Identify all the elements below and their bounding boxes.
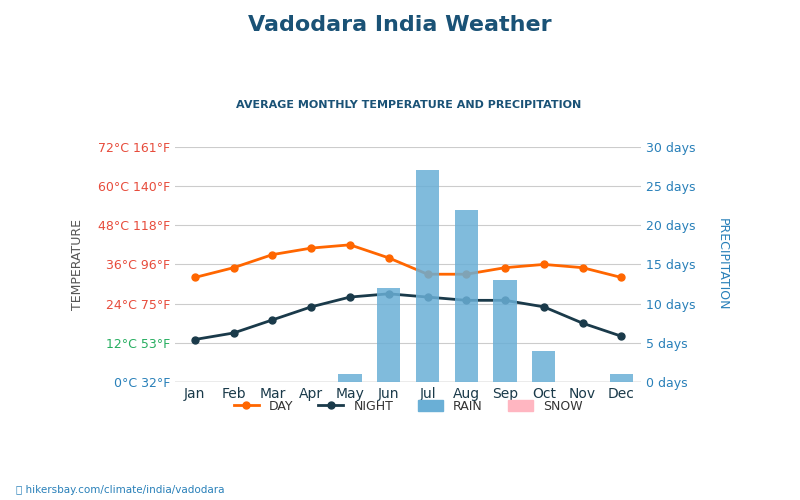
Legend: DAY, NIGHT, RAIN, SNOW: DAY, NIGHT, RAIN, SNOW [229,395,587,418]
Title: AVERAGE MONTHLY TEMPERATURE AND PRECIPITATION: AVERAGE MONTHLY TEMPERATURE AND PRECIPIT… [235,100,581,110]
Y-axis label: TEMPERATURE: TEMPERATURE [71,219,84,310]
Bar [454,210,478,382]
Text: Vadodara India Weather: Vadodara India Weather [248,15,552,35]
Bar [377,288,400,382]
Text: 🌐 hikersbay.com/climate/india/vadodara: 🌐 hikersbay.com/climate/india/vadodara [16,485,225,495]
Bar [494,280,517,382]
Y-axis label: PRECIPITATION: PRECIPITATION [716,218,729,310]
Bar [610,374,633,382]
Bar [338,374,362,382]
Bar [532,350,555,382]
Bar [416,170,439,382]
